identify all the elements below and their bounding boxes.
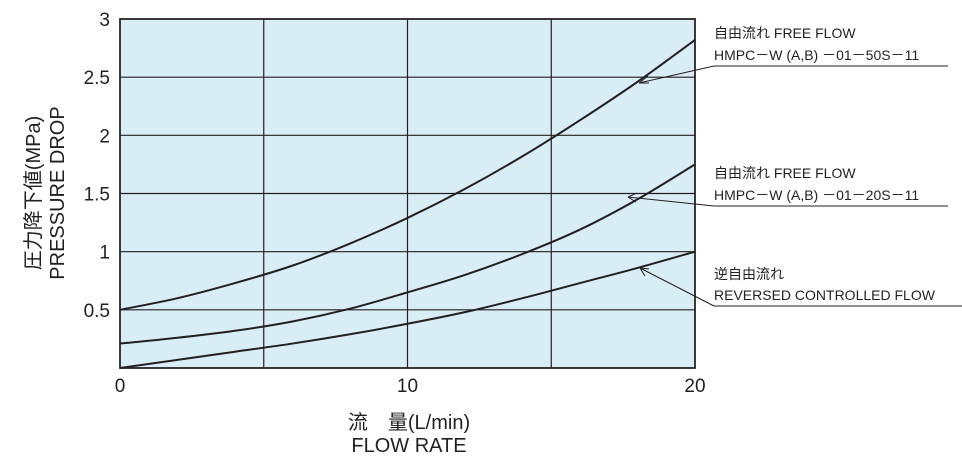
series-3-line [119,250,696,369]
series-2-label-jp: 自由流れ FREE FLOW [714,165,856,181]
series-1-arrow [638,75,649,84]
series-3-label-en: REVERSED CONTROLLED FLOW [714,287,936,303]
series-2-label-model: HMPC－W (A,B) －01－20S－11 [714,187,919,203]
x-tick-label: 20 [684,376,705,397]
x-axis-title-en: FLOW RATE [351,435,466,457]
y-tick-label: 2 [99,126,110,147]
y-axis-title-en: PRESSURE DROP [47,106,69,279]
x-tick-label: 10 [397,376,418,397]
y-tick-label: 0.5 [84,301,110,322]
y-tick-labels: 0.5 1 1.5 2 2.5 3 [84,10,110,322]
y-tick-label: 2.5 [84,68,110,89]
series-1-line [119,39,696,311]
series-1-label-model: HMPC－W (A,B) －01－50S－11 [714,47,919,63]
y-tick-label: 3 [99,10,110,31]
series-3-label-jp: 逆自由流れ [714,266,784,282]
series-curves [119,39,696,369]
x-axis-title: 流 量(L/min) [348,411,470,434]
series-2-arrow [627,192,638,203]
series-3-arrow [639,267,650,277]
x-tick-labels: 0 10 20 [115,376,706,397]
y-tick-label: 1 [99,243,110,264]
series-1-leader-line [638,65,715,84]
series-2-line [119,163,696,345]
y-axis-title: 圧力降下値(MPa) [22,116,45,270]
series-3-leader-line [639,267,715,307]
series-1-label-jp: 自由流れ FREE FLOW [714,25,856,41]
plot-frame [119,18,696,369]
gridlines [120,19,695,368]
y-tick-label: 1.5 [84,185,110,206]
x-tick-label: 0 [115,376,126,397]
series-2-leader-line [627,196,715,207]
